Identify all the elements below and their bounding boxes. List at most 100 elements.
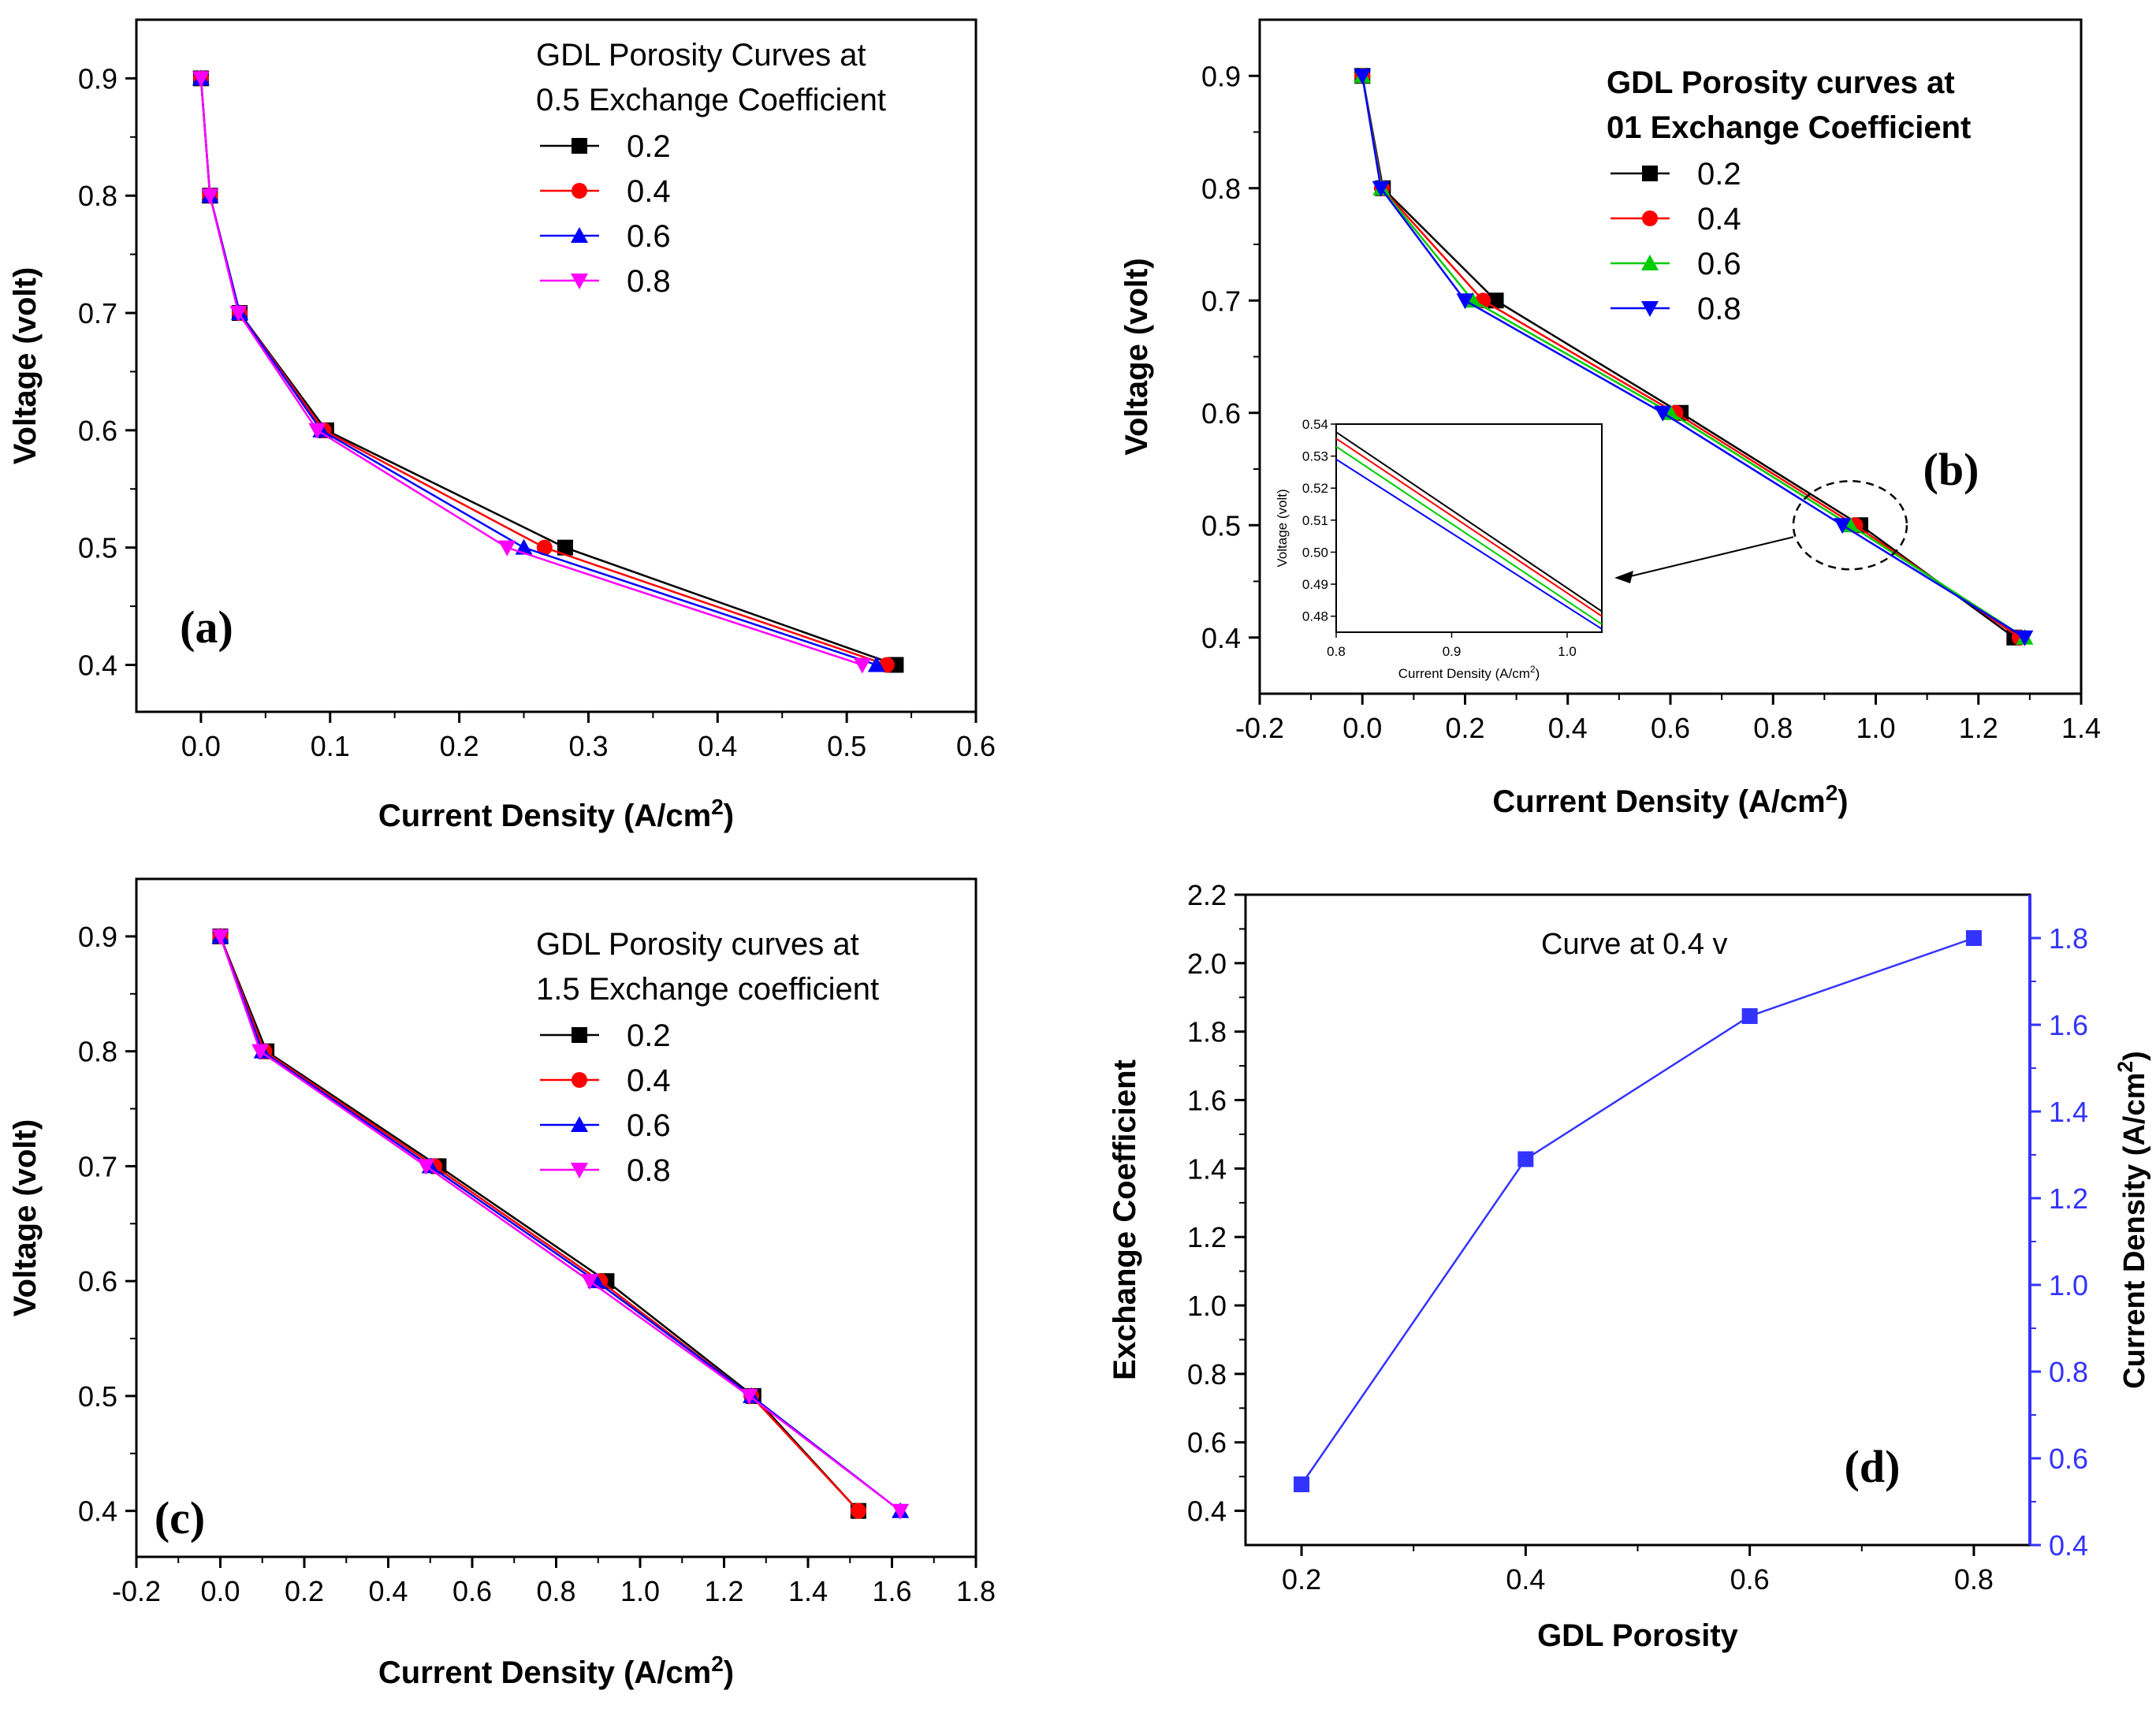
y-tick-label: 0.6 [78, 415, 117, 447]
y-tick-label: 0.4 [1187, 1495, 1227, 1528]
zoom-arrow-line [1623, 536, 1794, 579]
legend-marker [1642, 166, 1658, 181]
y-tick-label: 1.2 [1187, 1221, 1227, 1253]
data-point-0.4 [850, 1502, 866, 1519]
legend-marker [1641, 255, 1659, 270]
y-right-tick-label: 1.8 [2049, 922, 2088, 955]
data-point-0.8 [581, 1274, 599, 1290]
series-line-0.6 [199, 78, 877, 666]
y-axis-label: Voltage (volt) [1119, 258, 1154, 455]
data-point-0.2 [1488, 292, 1504, 309]
series-line-0.8 [1361, 76, 2026, 639]
x-tick-label: 0.8 [1954, 1563, 1994, 1595]
x-tick-label: 0.2 [440, 730, 479, 762]
y-tick-label: 0.7 [78, 297, 117, 330]
series-line-0.8 [199, 78, 863, 666]
data-point-0.8 [2016, 630, 2034, 646]
y-tick-label: 0.7 [78, 1150, 117, 1182]
data-point-0.8 [251, 1044, 270, 1060]
x-tick-label: 1.6 [872, 1575, 911, 1607]
y-tick-label: 0.8 [1187, 1358, 1227, 1391]
legend-title: GDL Porosity curves at [1607, 65, 1955, 100]
data-point-0.2 [557, 539, 573, 556]
data-point-0.8 [853, 657, 871, 674]
data-point-0.8 [498, 540, 516, 557]
inset-x-tick-label: 1.0 [1558, 644, 1577, 659]
inset-series-line-0.4 [1335, 437, 1603, 617]
y-axis-label-right: Current Density (A/cm2) [2113, 1051, 2151, 1389]
series-line-0.2 [219, 936, 859, 1512]
inset-y-tick-label: 0.53 [1302, 449, 1328, 464]
y-tick-label: 1.0 [1187, 1290, 1227, 1322]
y-tick-label: 0.4 [1201, 622, 1241, 654]
y-right-tick-label: 0.4 [2049, 1529, 2088, 1562]
legend-marker [572, 1027, 587, 1043]
plot-frame [135, 18, 977, 713]
x-tick-label: 0.1 [311, 730, 350, 762]
data-point-Current-Density-at-0.4-v [1965, 930, 1982, 946]
series-line-0.6 [219, 936, 901, 1512]
legend: GDL Porosity curves at 1.5 Exchange coeff… [536, 927, 879, 1188]
y-tick-label: 0.8 [1201, 173, 1241, 205]
legend-marker [571, 274, 588, 289]
data-point-0.8 [1354, 69, 1372, 85]
panel-b: -0.2 0.0 0.2 0.4 0.6 0.8 1.0 1.2 1.4 0.4 0.5 0.6 0.7… [1119, 18, 2101, 819]
y-tick-label: 1.8 [1187, 1016, 1227, 1048]
data-point-0.8 [1372, 181, 1390, 197]
data-point-0.8 [1834, 518, 1852, 534]
series-line-0.4 [219, 936, 859, 1512]
data-point-Current-Density-at-0.4-v [1517, 1151, 1534, 1167]
inset-series-line-0.8 [1335, 458, 1603, 630]
x-tick-label: 0.6 [452, 1575, 492, 1607]
zoom-region-ellipse [1792, 480, 1908, 571]
y-right-tick-label: 1.4 [2049, 1096, 2088, 1128]
legend-marker [571, 1163, 588, 1178]
legend-marker [571, 227, 588, 243]
x-axis-label: Current Density (A/cm2) [378, 795, 734, 834]
x-tick-label: 0.4 [1506, 1563, 1545, 1595]
series-line-0.8 [219, 936, 901, 1512]
x-tick-label: 0.0 [1342, 712, 1382, 744]
y-axis-label: Exchange Coefficient [1108, 1059, 1142, 1380]
legend-marker [572, 183, 587, 199]
x-tick-label: 1.4 [2061, 712, 2101, 744]
x-tick-label: 0.6 [1730, 1563, 1770, 1595]
y-right-tick-label: 0.8 [2049, 1356, 2088, 1388]
x-tick-label: 0.6 [956, 730, 996, 762]
y-axis-label: Voltage (volt) [8, 267, 43, 464]
legend-marker [572, 1072, 587, 1088]
x-tick-label: 0.4 [368, 1575, 408, 1607]
data-point-Current-Density-at-0.4-v [1741, 1008, 1758, 1024]
data-point-0.4 [536, 539, 553, 556]
y-right-tick-label: 1.2 [2049, 1182, 2088, 1215]
series-line-Current-Density-at-0.4-v [1301, 936, 1975, 1485]
y-tick-label: 0.5 [1201, 509, 1241, 542]
data-point-Current-Density-at-0.4-v [1294, 1476, 1310, 1492]
data-point-0.8 [192, 71, 210, 87]
x-axis-label: GDL Porosity [1537, 1618, 1739, 1653]
y-tick-label: 0.9 [78, 62, 117, 95]
legend-item-label: 0.2 [627, 1018, 671, 1053]
legend-title: 1.5 Exchange coefficient [536, 972, 879, 1007]
series-line-0.2 [199, 78, 896, 666]
y-tick-label: 0.9 [1201, 60, 1241, 92]
data-point-0.8 [308, 423, 326, 439]
x-tick-label: 0.2 [285, 1575, 324, 1607]
y-axis-label: Voltage (volt) [8, 1119, 43, 1316]
x-tick-label: 0.4 [1548, 712, 1588, 744]
x-tick-label: 0.0 [200, 1575, 240, 1607]
y-tick-label: 0.7 [1201, 285, 1241, 317]
inset-y-tick-label: 0.52 [1302, 481, 1328, 496]
legend: GDL Porosity Curves at 0.5 Exchange Coeff… [536, 38, 886, 299]
y-tick-label: 0.6 [78, 1265, 117, 1298]
panel-label: (d) [1845, 1441, 1901, 1492]
y-tick-label: 0.5 [78, 532, 117, 564]
inset-y-tick-label: 0.54 [1302, 417, 1328, 432]
legend-marker [572, 138, 587, 154]
legend-item-label: 0.4 [627, 174, 671, 209]
panel-label: (c) [155, 1492, 205, 1543]
panel-label: (b) [1923, 444, 1979, 495]
x-tick-label: 0.2 [1445, 712, 1484, 744]
inset-x-axis-label: Current Density (A/cm2) [1398, 664, 1540, 681]
